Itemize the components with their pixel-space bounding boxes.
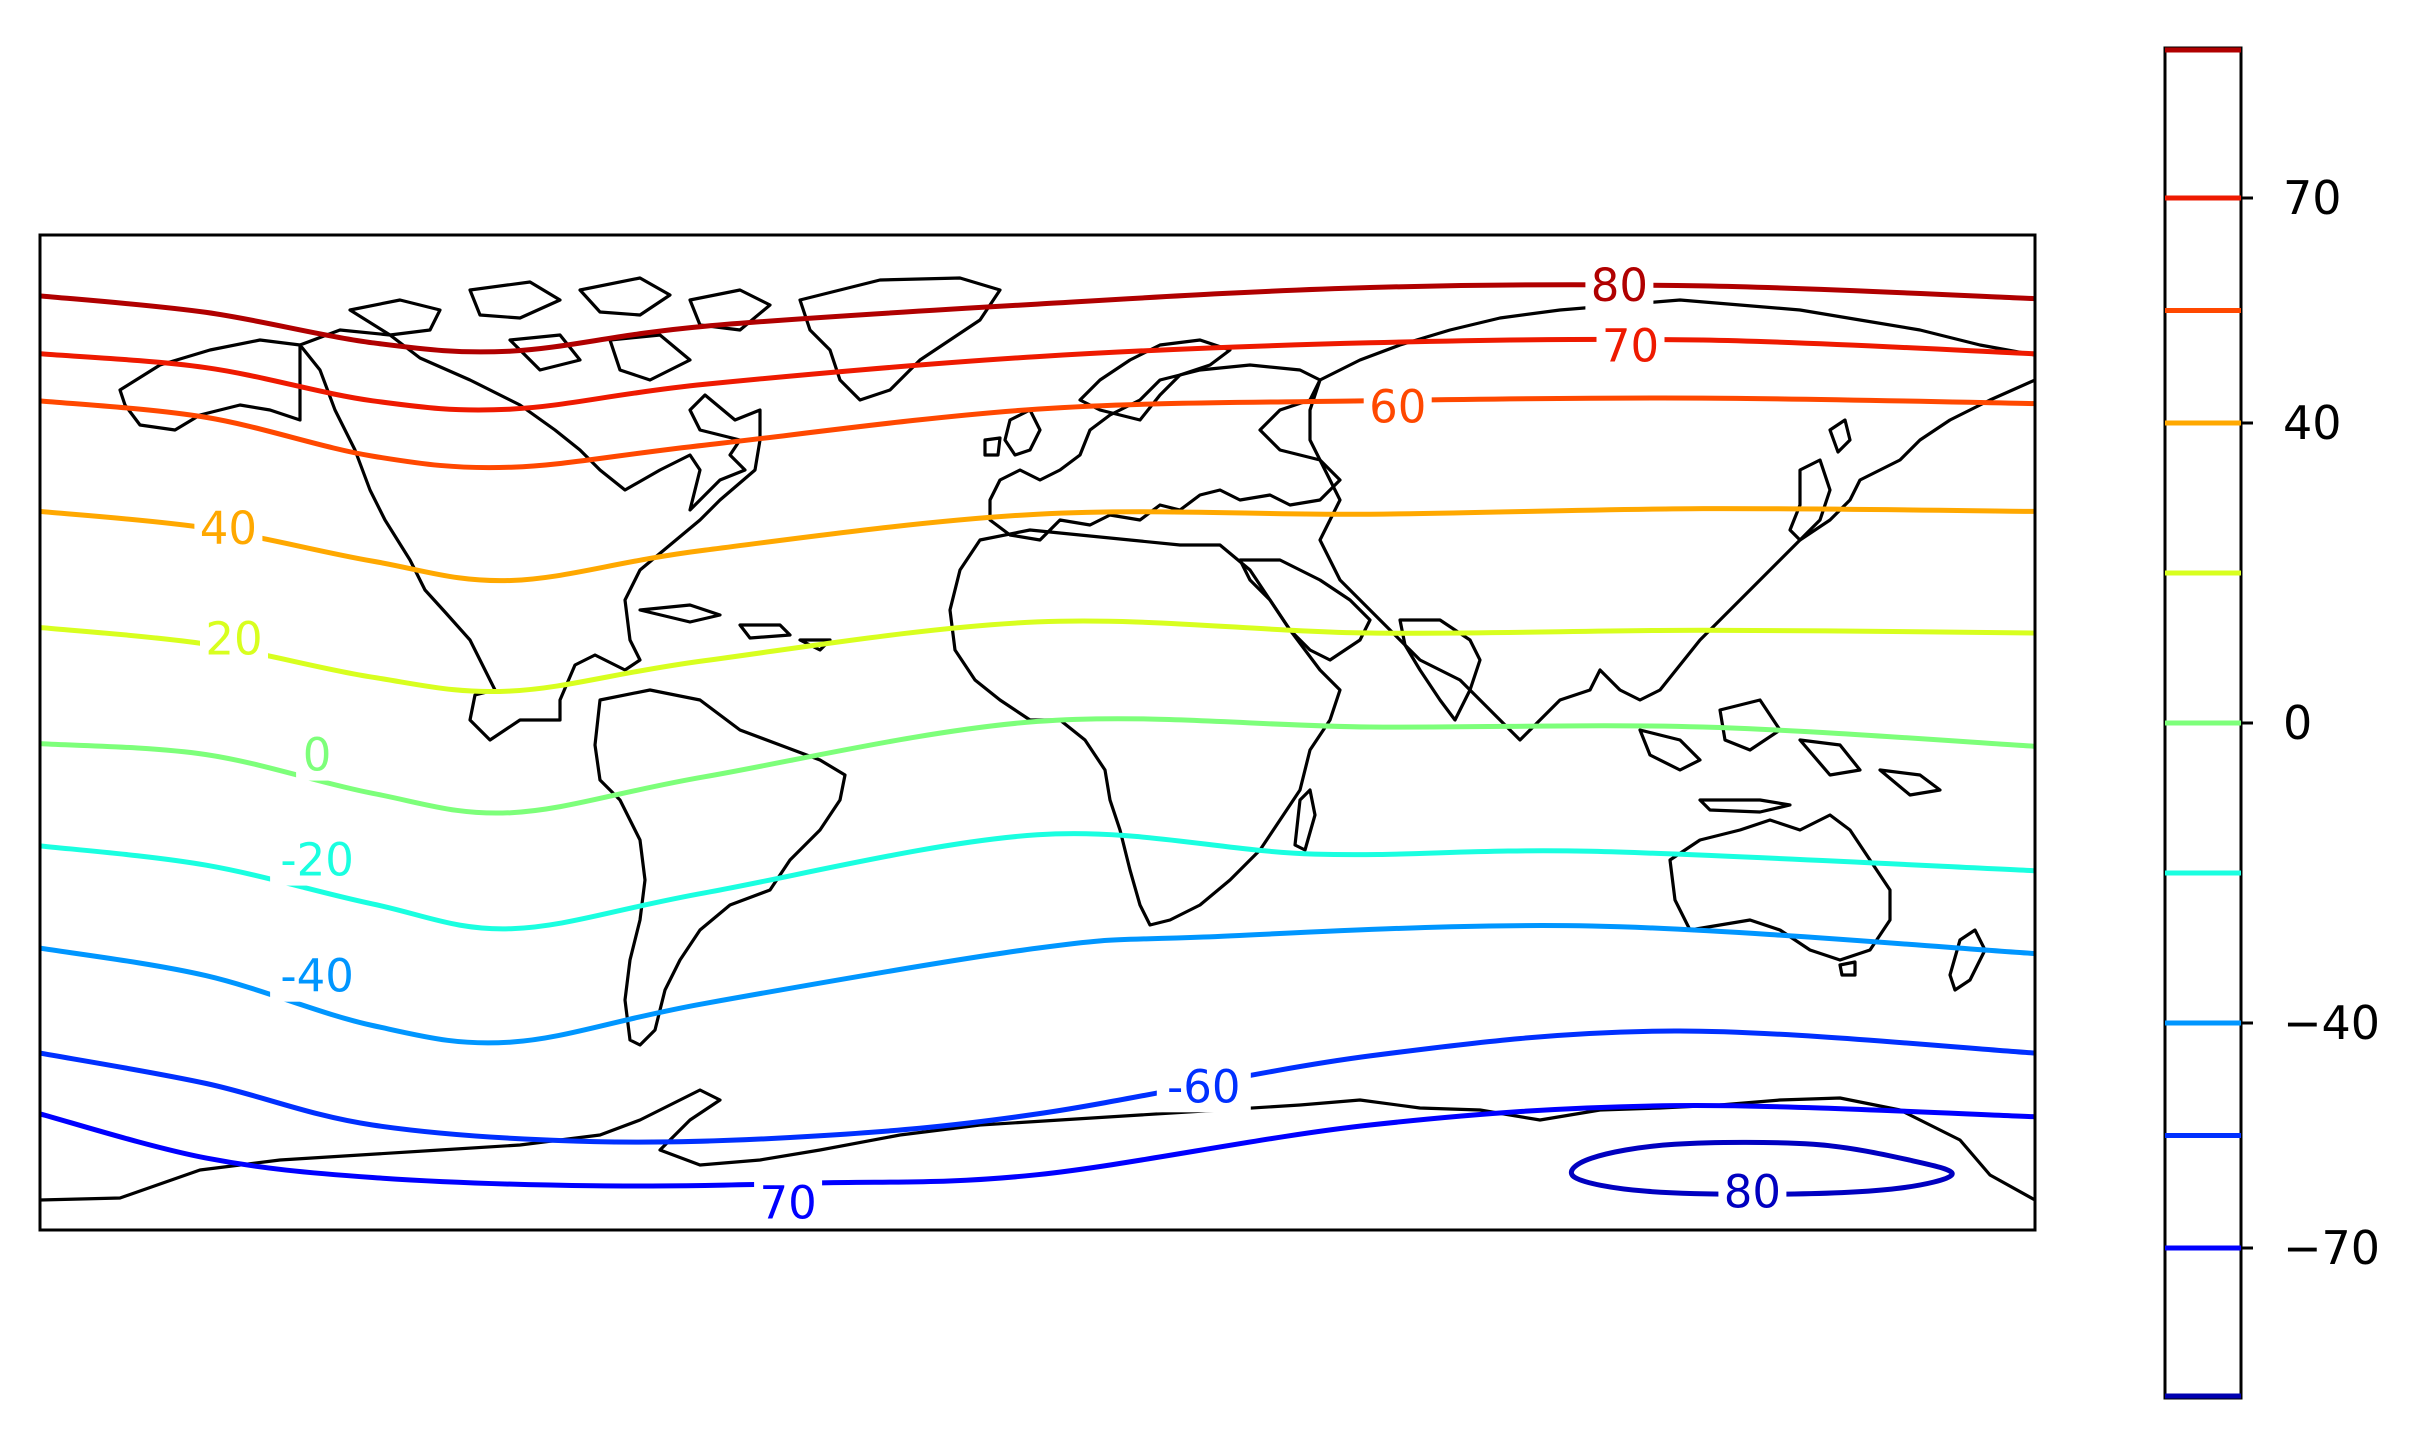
contour-line-80 [40, 282, 2035, 355]
contour-label-0: 0 [303, 729, 332, 782]
coastline-south-america [593, 688, 847, 1047]
contour-label-gap [1156, 1060, 1251, 1113]
contour-label-80: 80 [1591, 259, 1648, 312]
coastline-madagascar [1293, 788, 1317, 852]
contour-line--80 [1568, 1139, 1955, 1197]
colorbar-tick-label: 0 [2283, 696, 2312, 750]
map-background [40, 235, 2035, 1230]
contour-label-gap [200, 612, 268, 665]
coastline-north-america [298, 328, 762, 742]
contour-label-40: 40 [200, 502, 257, 555]
contour-label-60: 60 [1369, 380, 1426, 433]
contour-label--40: -40 [280, 950, 354, 1003]
colorbar-tick-label: −70 [2283, 1221, 2380, 1275]
contour-label-gap [194, 502, 263, 554]
map-frame [38, 233, 2037, 1232]
contour-label-20: 20 [205, 613, 262, 666]
contour-line--20 [40, 831, 2035, 932]
contour-label--20: -20 [280, 834, 354, 887]
contour-line--40 [40, 923, 2035, 1046]
coastline-australia [1668, 813, 1892, 962]
contour-line-20 [40, 618, 2035, 694]
contour-line--60 [40, 1028, 2035, 1145]
contour-label-gap [1585, 258, 1654, 311]
colorbar-tick-label: −40 [2283, 996, 2380, 1050]
contour-label-gap [1718, 1165, 1787, 1218]
contour-label--60: -60 [1167, 1060, 1241, 1113]
coastline-europe [988, 363, 1342, 542]
contour-label-gap [270, 949, 365, 1002]
contour-line--70 [40, 1102, 2035, 1189]
contour-label-gap [296, 728, 339, 781]
coastline-africa [948, 528, 1342, 927]
contour-label--80: 80 [1724, 1165, 1781, 1218]
coastline-arabia [1238, 558, 1372, 662]
colorbar: 70 40 0 −40 −70 [2163, 46, 2380, 1400]
coastline-southeast-asia-islands [1638, 698, 1942, 814]
contour-label-gap [1596, 319, 1665, 372]
colorbar-tick-label: 40 [2283, 396, 2342, 450]
coastline-new-zealand [1948, 928, 1987, 992]
contour-label-gap [754, 1176, 823, 1229]
colorbar-tick-label: 70 [2283, 171, 2342, 225]
coastline-india [1398, 618, 1482, 722]
coastline-tasmania [1838, 960, 1857, 977]
map-panel: 80 70 60 40 20 0 -20 -40 -60 70 80 [38, 233, 2037, 1232]
coastline-alaska [118, 338, 302, 432]
contour-line-40 [40, 506, 2035, 584]
contour-label-gap [270, 833, 365, 886]
contour-label--70: 70 [759, 1176, 816, 1229]
colorbar-ticks: 70 40 0 −40 −70 [2241, 171, 2380, 1275]
contour-label-gap [1363, 380, 1432, 433]
coastline-canadian-archipelago [348, 276, 772, 382]
coastline-greenland [798, 276, 1002, 402]
contour-line-60 [40, 395, 2035, 471]
coastlines [40, 276, 2035, 1202]
contour-label-70: 70 [1602, 320, 1659, 373]
contour-labels: 80 70 60 40 20 0 -20 -40 -60 70 80 [194, 258, 1787, 1229]
colorbar-lines [2165, 47, 2241, 1399]
contour-lines [40, 282, 2035, 1197]
coastline-scandinavia [1078, 338, 1232, 422]
